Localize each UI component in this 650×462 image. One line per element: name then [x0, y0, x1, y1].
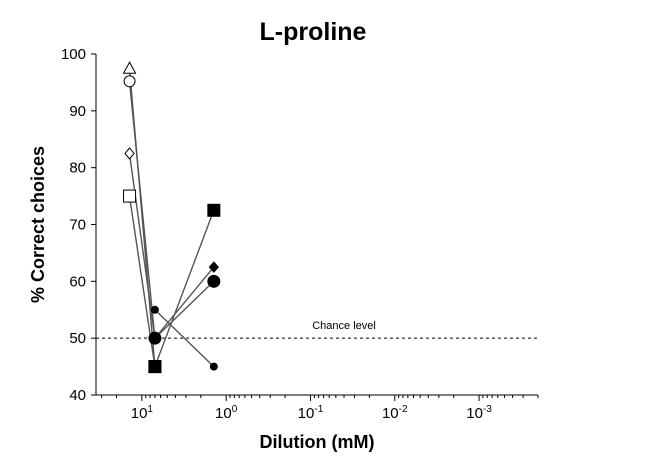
- y-axis-title: % Correct choices: [28, 146, 48, 303]
- x-axis-title: Dilution (mM): [260, 432, 375, 452]
- data-point-square-open: [123, 189, 137, 203]
- series-line-circle-open: [128, 81, 156, 339]
- data-point-triangle-open: [122, 61, 137, 74]
- data-point-circle-filled-large: [207, 274, 221, 288]
- data-point-circle-open: [123, 75, 136, 88]
- y-tick-label: 60: [69, 273, 86, 290]
- x-tick-label: 10-2: [382, 404, 408, 422]
- y-axis-ticks: 40 50 60 70 80 90 100: [61, 46, 96, 404]
- x-tick-label: 101: [131, 404, 154, 422]
- series-line-circle-filled-large: [154, 280, 215, 339]
- x-axis-ticks: 101 100 10-1 10-2 10-3: [101, 395, 539, 422]
- data-point-diamond-open: [124, 147, 135, 160]
- data-point-square-filled: [148, 360, 162, 374]
- series-line-square-filled: [154, 210, 215, 367]
- x-tick-label: 10-1: [298, 404, 324, 422]
- x-tick-label: 10-3: [466, 404, 492, 422]
- chart-title: L-proline: [260, 18, 367, 46]
- series-line-diamond-filled: [154, 266, 215, 339]
- y-tick-label: 80: [69, 160, 86, 177]
- series-markers: [122, 61, 221, 374]
- data-point-square-filled: [207, 203, 221, 217]
- y-tick-label: 100: [61, 46, 86, 63]
- x-tick-label: 100: [215, 404, 238, 422]
- y-tick-label: 50: [69, 330, 86, 347]
- y-tick-label: 40: [69, 387, 86, 404]
- y-tick-label: 90: [69, 103, 86, 120]
- y-tick-label: 70: [69, 217, 86, 234]
- data-point-circle-filled-large: [148, 331, 162, 345]
- series-line-diamond-open: [128, 153, 156, 339]
- data-point-circle-filled-small: [150, 305, 159, 314]
- data-point-diamond-filled: [208, 261, 220, 273]
- series-line-circle-filled-small: [154, 309, 215, 368]
- chance-level-label: Chance level: [312, 320, 376, 332]
- data-point-circle-filled-small: [209, 362, 218, 371]
- axes: 40 50 60 70 80 90 100 101 100 10-1 10-2 10-3: [61, 46, 539, 422]
- series-lines: [128, 68, 215, 368]
